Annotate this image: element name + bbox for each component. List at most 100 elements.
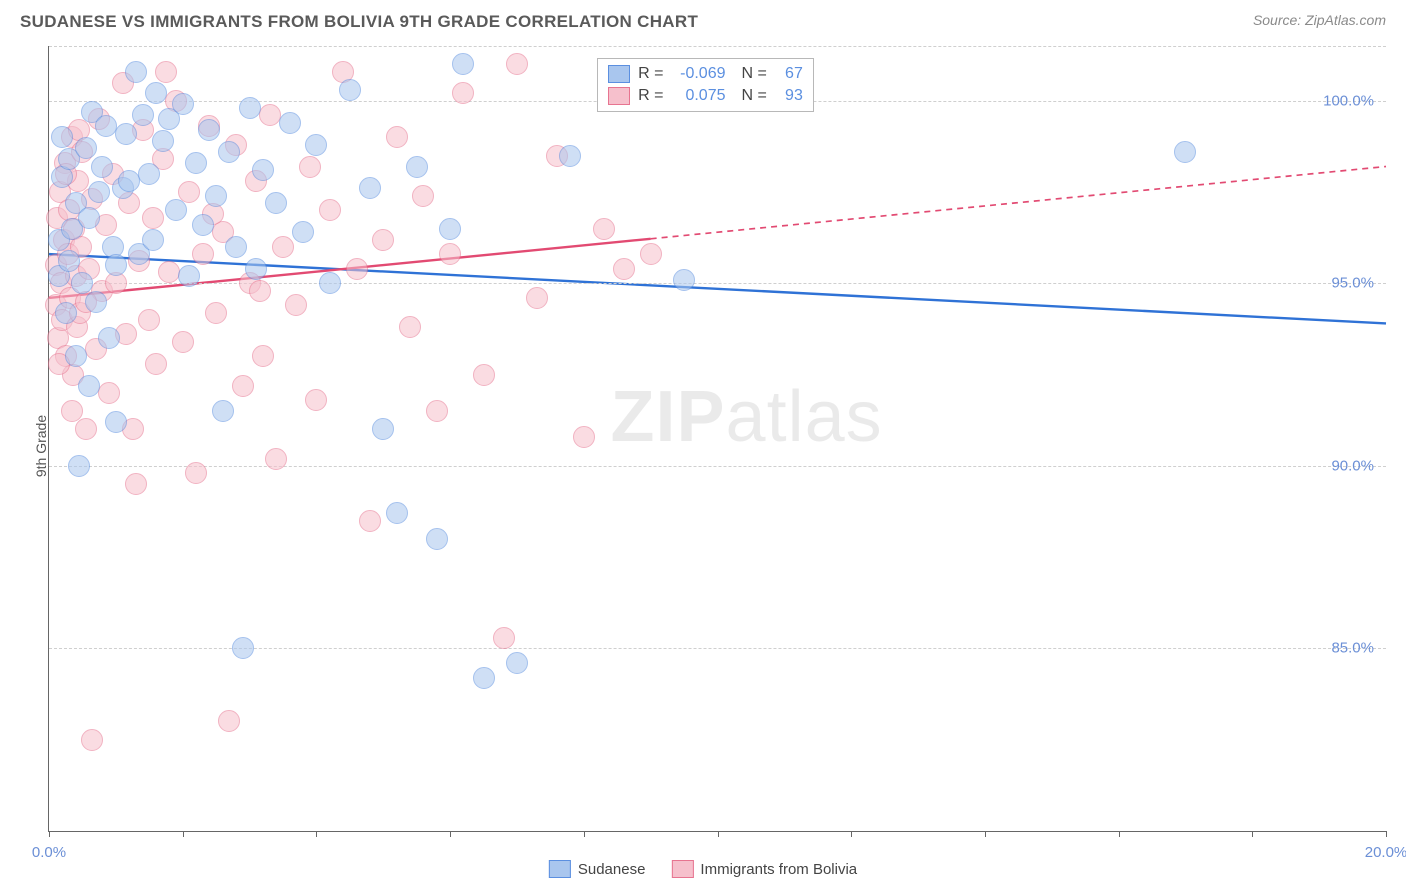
data-point — [613, 258, 635, 280]
x-tick-label: 0.0% — [32, 844, 66, 861]
data-point — [198, 119, 220, 141]
legend-swatch — [608, 65, 630, 83]
data-point — [185, 152, 207, 174]
data-point — [138, 163, 160, 185]
data-point — [61, 400, 83, 422]
swatch-bolivia — [671, 860, 693, 878]
legend-stats-row: R =0.075N =93 — [608, 85, 803, 107]
x-tick — [450, 831, 451, 837]
data-point — [1174, 141, 1196, 163]
data-point — [259, 104, 281, 126]
legend-label-sudanese: Sudanese — [578, 861, 646, 878]
x-tick — [718, 831, 719, 837]
data-point — [142, 207, 164, 229]
data-point — [118, 170, 140, 192]
data-point — [399, 316, 421, 338]
data-point — [426, 528, 448, 550]
data-point — [239, 97, 261, 119]
data-point — [279, 112, 301, 134]
legend-label-bolivia: Immigrants from Bolivia — [700, 861, 857, 878]
data-point — [205, 185, 227, 207]
data-point — [155, 61, 177, 83]
data-point — [105, 411, 127, 433]
data-point — [319, 199, 341, 221]
data-point — [452, 53, 474, 75]
data-point — [292, 221, 314, 243]
data-point — [75, 137, 97, 159]
data-point — [75, 418, 97, 440]
legend-n-label: N = — [742, 85, 767, 107]
data-point — [372, 229, 394, 251]
data-point — [165, 199, 187, 221]
data-point — [473, 364, 495, 386]
data-point — [95, 115, 117, 137]
watermark-light: atlas — [726, 377, 883, 457]
x-tick — [316, 831, 317, 837]
data-point — [559, 145, 581, 167]
data-point — [573, 426, 595, 448]
legend-r-label: R = — [638, 85, 663, 107]
data-point — [372, 418, 394, 440]
legend-item-bolivia: Immigrants from Bolivia — [671, 860, 857, 878]
data-point — [265, 448, 287, 470]
data-point — [145, 353, 167, 375]
data-point — [232, 375, 254, 397]
data-point — [526, 287, 548, 309]
data-point — [91, 156, 113, 178]
data-point — [452, 82, 474, 104]
data-point — [68, 455, 90, 477]
y-tick-label: 90.0% — [1331, 457, 1374, 474]
legend-swatch — [608, 87, 630, 105]
data-point — [78, 207, 100, 229]
data-point — [185, 462, 207, 484]
data-point — [506, 53, 528, 75]
data-point — [98, 327, 120, 349]
data-point — [493, 627, 515, 649]
x-tick — [183, 831, 184, 837]
data-point — [142, 229, 164, 251]
x-tick — [1386, 831, 1387, 837]
data-point — [439, 243, 461, 265]
data-point — [152, 130, 174, 152]
data-point — [412, 185, 434, 207]
legend-n-value: 67 — [775, 63, 803, 85]
data-point — [285, 294, 307, 316]
data-point — [232, 637, 254, 659]
data-point — [249, 280, 271, 302]
data-point — [172, 93, 194, 115]
data-point — [673, 269, 695, 291]
data-point — [426, 400, 448, 422]
data-point — [132, 104, 154, 126]
data-point — [299, 156, 321, 178]
data-point — [125, 61, 147, 83]
data-point — [339, 79, 361, 101]
data-point — [98, 382, 120, 404]
data-point — [272, 236, 294, 258]
x-tick — [985, 831, 986, 837]
data-point — [115, 123, 137, 145]
data-point — [473, 667, 495, 689]
gridline — [49, 46, 1386, 47]
data-point — [346, 258, 368, 280]
data-point — [319, 272, 341, 294]
data-point — [439, 218, 461, 240]
chart-source: Source: ZipAtlas.com — [1253, 12, 1386, 32]
data-point — [506, 652, 528, 674]
chart-title: SUDANESE VS IMMIGRANTS FROM BOLIVIA 9TH … — [20, 12, 698, 32]
data-point — [55, 302, 77, 324]
data-point — [218, 710, 240, 732]
data-point — [593, 218, 615, 240]
data-point — [359, 510, 381, 532]
data-point — [138, 309, 160, 331]
data-point — [81, 729, 103, 751]
data-point — [172, 331, 194, 353]
watermark-bold: ZIP — [611, 377, 726, 457]
gridline — [49, 466, 1386, 467]
data-point — [252, 159, 274, 181]
x-tick — [584, 831, 585, 837]
watermark: ZIPatlas — [611, 376, 883, 458]
data-point — [225, 236, 247, 258]
y-tick-label: 95.0% — [1331, 275, 1374, 292]
data-point — [640, 243, 662, 265]
data-point — [51, 126, 73, 148]
